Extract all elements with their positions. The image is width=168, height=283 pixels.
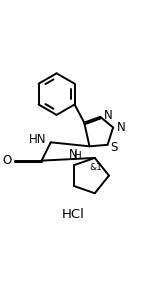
Text: HN: HN (29, 133, 47, 146)
Text: S: S (111, 141, 118, 154)
Text: H: H (74, 151, 81, 161)
Text: N: N (104, 110, 113, 123)
Text: N: N (117, 121, 125, 134)
Text: &1: &1 (89, 162, 102, 171)
Text: O: O (2, 154, 11, 167)
Text: N: N (69, 148, 78, 161)
Text: HCl: HCl (62, 208, 85, 221)
